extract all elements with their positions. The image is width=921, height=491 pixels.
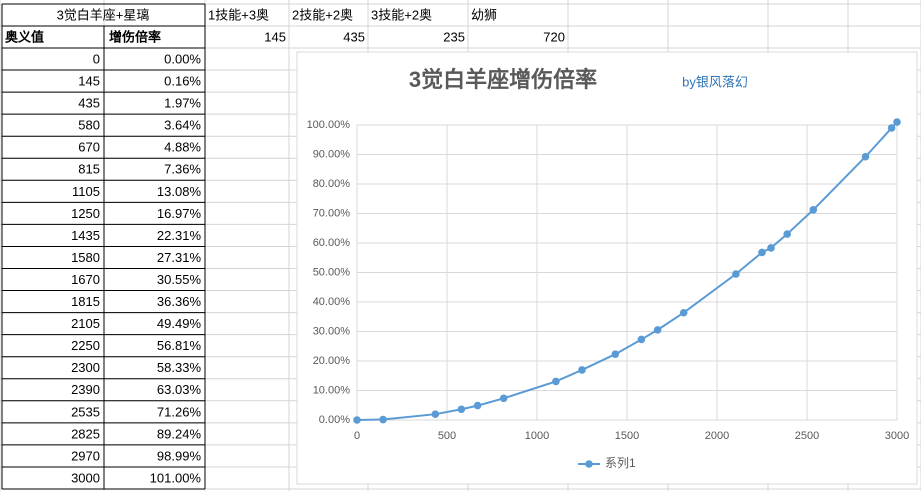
cell: 98.99%	[157, 448, 202, 463]
x-tick-label: 0	[354, 430, 360, 442]
chart-subtitle: by银风落幻	[682, 74, 748, 89]
cell: 145	[78, 74, 100, 89]
cell: 奥义值	[5, 29, 44, 44]
cell: 1技能+3奥	[208, 7, 269, 22]
x-tick-label: 3000	[885, 430, 909, 442]
cell: 2535	[71, 404, 100, 419]
cell: 89.24%	[157, 426, 202, 441]
cell: 101.00%	[150, 470, 202, 485]
cell: 27.31%	[157, 250, 202, 265]
chart-area	[296, 51, 918, 485]
cell: 16.97%	[157, 206, 202, 221]
cell: 235	[443, 29, 465, 44]
legend-label: 系列1	[605, 456, 636, 470]
data-point	[767, 244, 775, 252]
data-point	[431, 410, 440, 418]
y-tick-label: 10.00%	[313, 384, 351, 396]
data-point	[809, 205, 818, 214]
cell: 2970	[71, 448, 100, 463]
cell: 2105	[71, 316, 100, 331]
y-tick-label: 30.00%	[313, 325, 351, 337]
data-point	[887, 124, 896, 132]
data-point	[353, 416, 361, 424]
x-tick-label: 1000	[525, 430, 549, 442]
cell: 22.31%	[157, 228, 202, 243]
cell: 1670	[71, 272, 100, 287]
cell: 3.64%	[164, 118, 201, 133]
cell: 2825	[71, 426, 100, 441]
cell: 0.00%	[164, 51, 201, 66]
data-point	[473, 401, 482, 410]
x-tick-label: 500	[438, 430, 456, 442]
y-tick-label: 90.00%	[313, 148, 351, 160]
cell: 580	[78, 118, 100, 133]
cell: 1250	[71, 206, 100, 221]
y-tick-label: 100.00%	[307, 119, 351, 131]
data-point	[861, 152, 870, 161]
data-point	[611, 350, 620, 358]
legend-marker	[585, 460, 593, 468]
y-tick-label: 50.00%	[313, 266, 351, 278]
cell: 720	[543, 29, 565, 44]
y-tick-label: 0.00%	[319, 414, 350, 426]
y-tick-label: 20.00%	[313, 355, 351, 367]
cell: 63.03%	[157, 382, 202, 397]
data-point	[637, 335, 646, 344]
cell: 2250	[71, 338, 100, 353]
cell: 3技能+2奥	[371, 7, 432, 22]
y-tick-label: 40.00%	[313, 296, 351, 308]
cell: 3000	[71, 470, 100, 485]
cell: 1815	[71, 294, 100, 309]
cell: 435	[343, 29, 365, 44]
cell: 30.55%	[157, 272, 202, 287]
cell: 3觉白羊座+星璃	[57, 7, 150, 22]
cell: 145	[264, 29, 286, 44]
cell: 1.97%	[164, 96, 201, 111]
data-point	[893, 118, 901, 126]
data-point	[679, 308, 688, 317]
data-point	[379, 415, 387, 424]
cell: 71.26%	[157, 404, 202, 419]
x-tick-label: 2000	[705, 430, 729, 442]
cell: 1105	[72, 184, 100, 199]
data-point	[578, 366, 586, 374]
chart-title: 3觉白羊座增伤倍率	[409, 67, 597, 92]
cell: 2技能+2奥	[292, 7, 353, 22]
cell: 幼狮	[471, 7, 497, 22]
cell: 2300	[71, 360, 100, 375]
cell: 0.16%	[164, 74, 201, 89]
cell: 4.88%	[164, 140, 201, 155]
cell: 36.36%	[157, 294, 202, 309]
data-point	[783, 230, 791, 238]
y-tick-label: 70.00%	[313, 207, 351, 219]
cell: 670	[78, 140, 100, 155]
x-tick-label: 1500	[615, 430, 639, 442]
cell: 2390	[71, 382, 100, 397]
data-point	[732, 270, 740, 278]
data-point	[758, 248, 766, 257]
data-point	[552, 377, 560, 386]
x-tick-label: 2500	[795, 430, 819, 442]
data-point	[499, 394, 508, 403]
cell: 增伤倍率	[109, 29, 161, 44]
cell: 0	[93, 51, 100, 66]
cell: 1580	[71, 250, 100, 265]
cell: 7.36%	[164, 162, 201, 177]
cell: 1435	[71, 228, 100, 243]
cell: 435	[78, 96, 100, 111]
cell: 49.49%	[157, 316, 202, 331]
cell: 815	[78, 162, 100, 177]
y-tick-label: 60.00%	[313, 237, 351, 249]
cell: 13.08%	[157, 184, 202, 199]
cell: 58.33%	[157, 360, 202, 375]
cell: 56.81%	[157, 338, 202, 353]
y-tick-label: 80.00%	[313, 178, 351, 190]
data-point	[457, 405, 466, 414]
data-point	[653, 326, 662, 334]
